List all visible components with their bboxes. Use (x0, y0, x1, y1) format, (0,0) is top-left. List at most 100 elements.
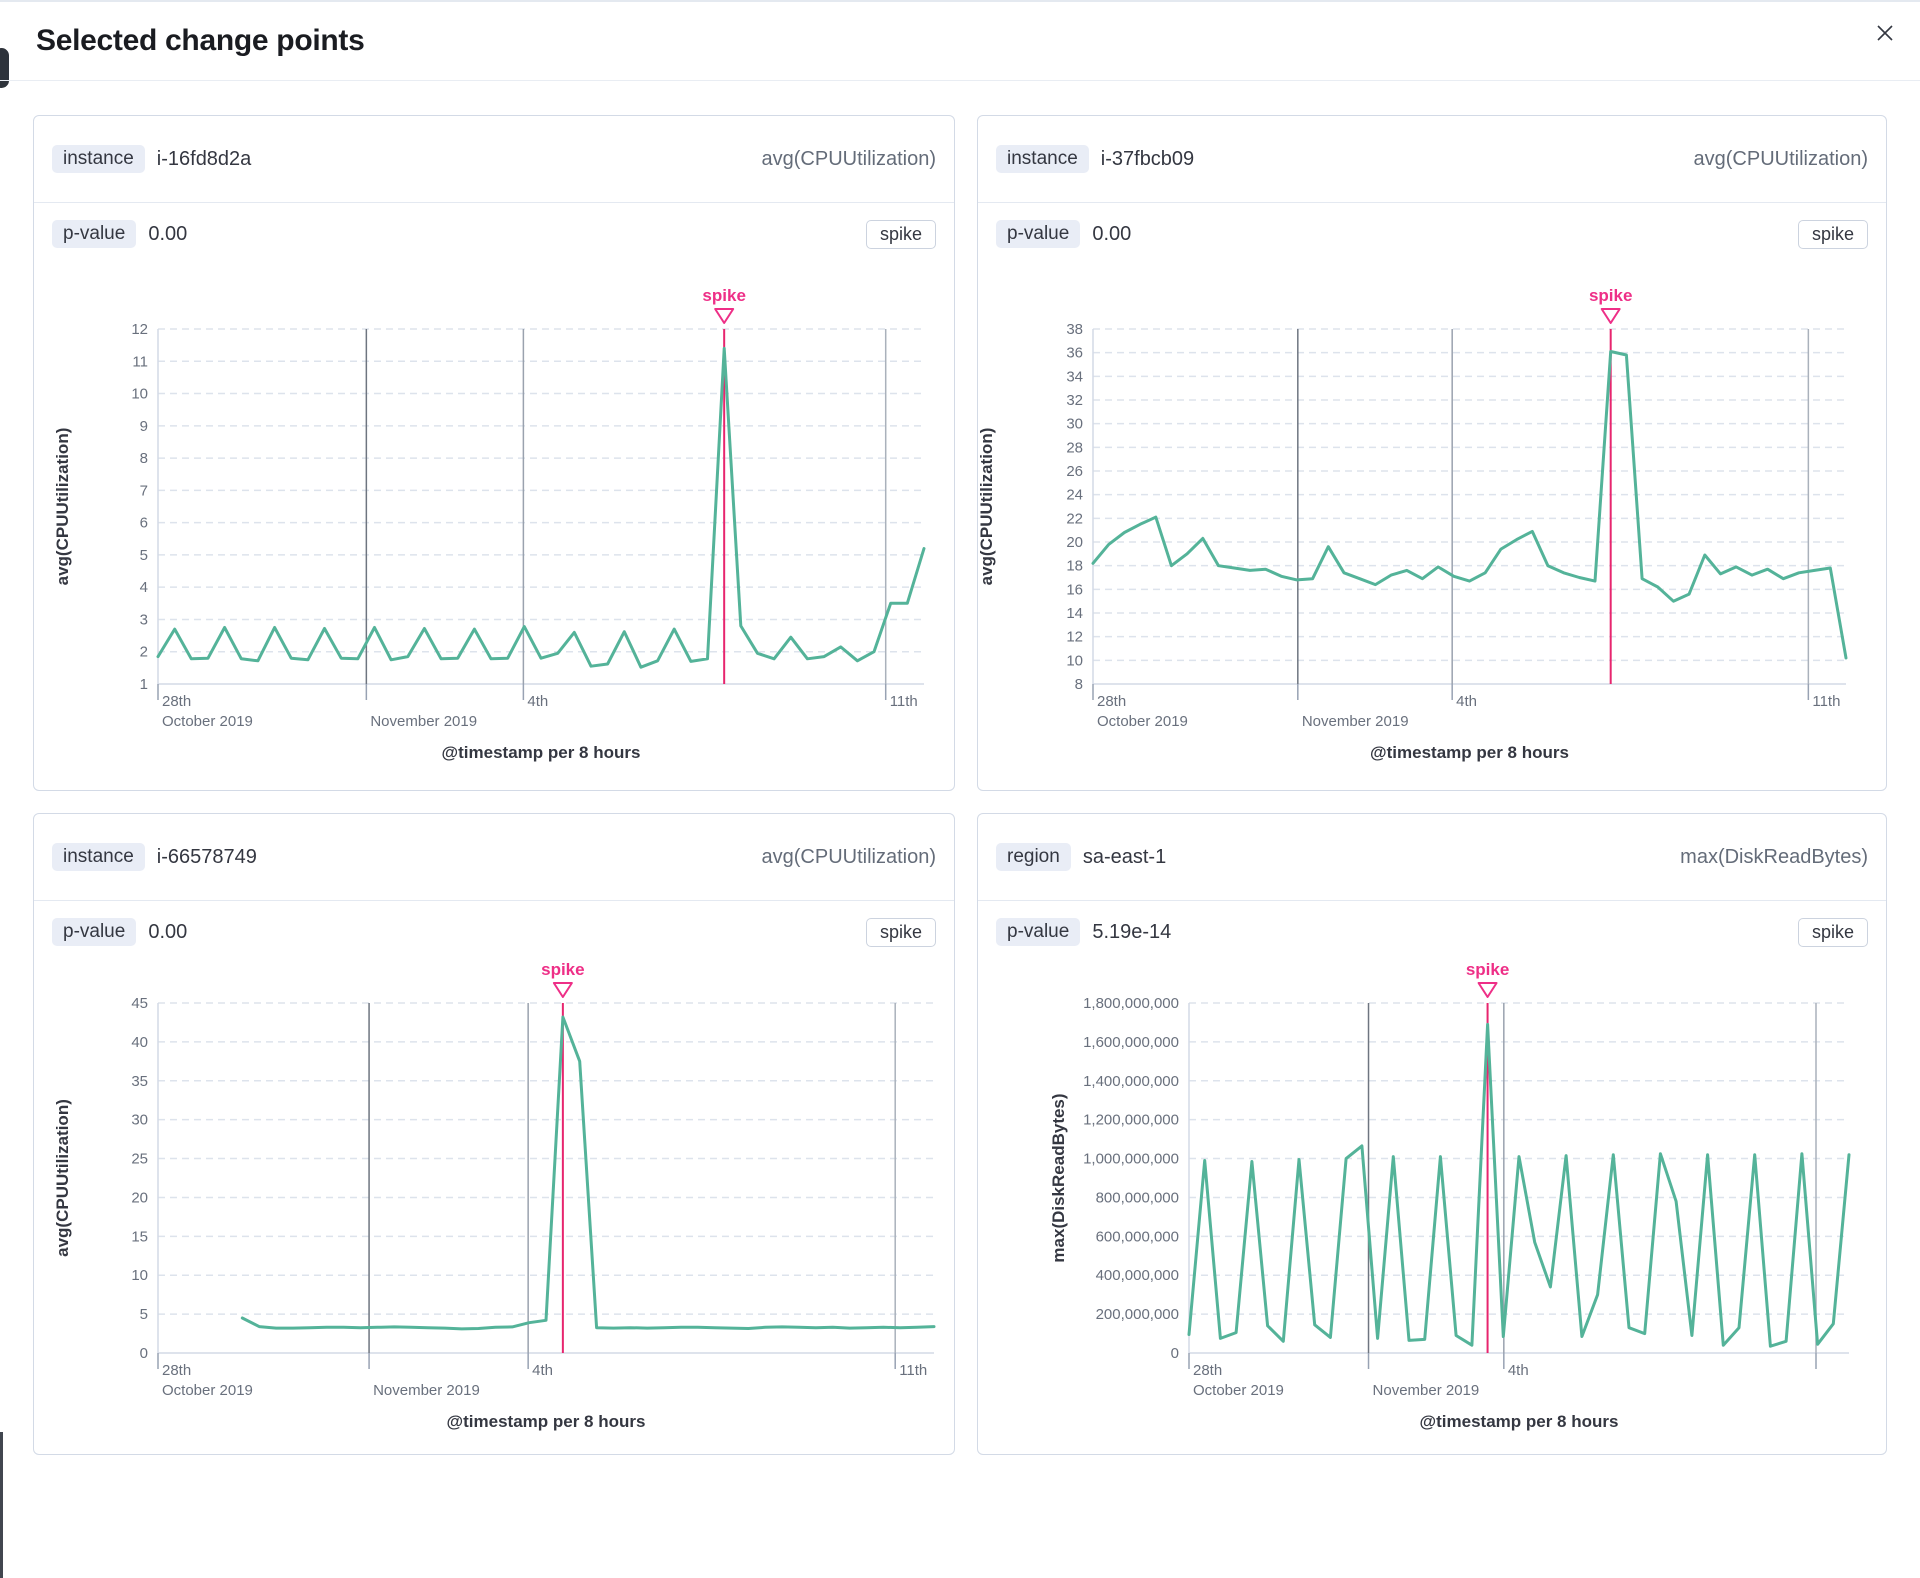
svg-text:24: 24 (1066, 487, 1083, 504)
svg-text:spike: spike (702, 286, 745, 305)
svg-text:avg(CPUUtilization): avg(CPUUtilization) (53, 428, 72, 586)
p-value-badge: p-value (52, 918, 137, 946)
split-field-badge: region (996, 843, 1071, 871)
split-field-badge: instance (996, 145, 1089, 173)
change-type-badge: spike (1797, 917, 1868, 947)
svg-text:1,800,000,000: 1,800,000,000 (1083, 995, 1179, 1012)
svg-text:28th: 28th (1097, 693, 1126, 710)
card-header: instance i-37fbcb09 avg(CPUUtilization) (978, 116, 1886, 203)
svg-text:22: 22 (1066, 510, 1083, 527)
svg-text:1,200,000,000: 1,200,000,000 (1083, 1112, 1179, 1129)
metric-label: max(DiskReadBytes) (1680, 845, 1868, 868)
p-value-value: 5.19e-14 (1092, 920, 1172, 943)
metric-label: avg(CPUUtilization) (761, 845, 937, 868)
svg-text:November 2019: November 2019 (370, 713, 477, 730)
change-points-grid: instance i-16fd8d2a avg(CPUUtilization) … (0, 81, 1920, 1455)
split-field-value: i-66578749 (156, 845, 257, 868)
svg-text:6: 6 (140, 515, 148, 532)
svg-text:10: 10 (131, 1267, 148, 1284)
svg-text:5: 5 (140, 1306, 148, 1323)
split-field-value: i-37fbcb09 (1100, 147, 1195, 170)
split-field: instance i-66578749 (52, 843, 257, 871)
split-field-badge: instance (52, 145, 145, 173)
svg-text:28th: 28th (1193, 1362, 1222, 1379)
svg-text:34: 34 (1066, 368, 1083, 385)
p-value-value: 0.00 (148, 222, 188, 245)
svg-text:8: 8 (1075, 676, 1083, 693)
svg-text:15: 15 (131, 1228, 148, 1245)
svg-text:10: 10 (131, 386, 148, 403)
change-type-badge: spike (865, 219, 936, 249)
close-icon (1875, 23, 1895, 43)
svg-text:36: 36 (1066, 345, 1083, 362)
change-type-badge: spike (865, 917, 936, 947)
svg-text:4th: 4th (532, 1362, 553, 1379)
svg-text:14: 14 (1066, 605, 1083, 622)
flyout-header: Selected change points (0, 0, 1920, 81)
svg-text:400,000,000: 400,000,000 (1096, 1267, 1179, 1284)
svg-text:11th: 11th (890, 693, 918, 710)
svg-text:11th: 11th (1812, 693, 1840, 710)
p-value-badge: p-value (52, 220, 137, 248)
svg-text:November 2019: November 2019 (373, 1382, 480, 1399)
change-type-badge: spike (1797, 219, 1868, 249)
svg-text:11th: 11th (899, 1362, 927, 1379)
change-point-chart[interactable]: 0 5 10 15 20 25 30 35 40 45 28th October 2019 Novemb… (34, 963, 954, 1453)
svg-text:October 2019: October 2019 (162, 713, 253, 730)
p-value: p-value 5.19e-14 (996, 918, 1171, 946)
p-value-badge: p-value (996, 918, 1081, 946)
change-point-chart[interactable]: 8 10 12 14 16 18 20 22 24 26 28 30 32 34 36 38 28th Octob… (978, 265, 1886, 789)
p-value-value: 0.00 (148, 920, 188, 943)
svg-text:30: 30 (131, 1112, 148, 1129)
svg-text:16: 16 (1066, 581, 1083, 598)
svg-text:10: 10 (1066, 652, 1083, 669)
change-point-card: instance i-66578749 avg(CPUUtilization) … (33, 813, 955, 1455)
page-top-edge (0, 0, 1920, 2)
svg-text:200,000,000: 200,000,000 (1096, 1306, 1179, 1323)
svg-text:9: 9 (140, 418, 148, 435)
svg-text:25: 25 (131, 1151, 148, 1168)
split-field: instance i-37fbcb09 (996, 145, 1194, 173)
svg-text:November 2019: November 2019 (1373, 1382, 1480, 1399)
change-point-card: instance i-16fd8d2a avg(CPUUtilization) … (33, 115, 955, 791)
svg-text:1,000,000,000: 1,000,000,000 (1083, 1151, 1179, 1168)
svg-text:max(DiskReadBytes): max(DiskReadBytes) (1049, 1093, 1068, 1262)
svg-text:@timestamp per 8 hours: @timestamp per 8 hours (447, 1412, 646, 1431)
background-page-fragment (0, 1432, 3, 1578)
svg-text:30: 30 (1066, 416, 1083, 433)
card-meta: p-value 0.00 spike (978, 203, 1886, 265)
svg-text:October 2019: October 2019 (1193, 1382, 1284, 1399)
svg-text:800,000,000: 800,000,000 (1096, 1189, 1179, 1206)
svg-text:32: 32 (1066, 392, 1083, 409)
split-field-value: sa-east-1 (1082, 845, 1167, 868)
split-field: region sa-east-1 (996, 843, 1166, 871)
svg-text:1,600,000,000: 1,600,000,000 (1083, 1034, 1179, 1051)
svg-text:avg(CPUUtilization): avg(CPUUtilization) (53, 1099, 72, 1257)
change-point-chart[interactable]: 1 2 3 4 5 6 7 8 9 10 11 12 28th October 2019 November … (34, 265, 954, 789)
svg-text:35: 35 (131, 1073, 148, 1090)
p-value-value: 0.00 (1092, 222, 1132, 245)
svg-text:@timestamp per 8 hours: @timestamp per 8 hours (1420, 1412, 1619, 1431)
svg-text:1: 1 (140, 676, 148, 693)
svg-text:18: 18 (1066, 558, 1083, 575)
change-point-chart[interactable]: 0 200,000,000 400,000,000 600,000,000 800,00… (978, 963, 1886, 1453)
svg-text:28th: 28th (162, 693, 191, 710)
change-point-card: instance i-37fbcb09 avg(CPUUtilization) … (977, 115, 1887, 791)
split-field: instance i-16fd8d2a (52, 145, 251, 173)
split-field-badge: instance (52, 843, 145, 871)
card-meta: p-value 5.19e-14 spike (978, 901, 1886, 963)
card-header: region sa-east-1 max(DiskReadBytes) (978, 814, 1886, 901)
p-value: p-value 0.00 (996, 220, 1131, 248)
p-value: p-value 0.00 (52, 220, 187, 248)
svg-text:28: 28 (1066, 439, 1083, 456)
svg-text:45: 45 (131, 995, 148, 1012)
close-button[interactable] (1870, 18, 1900, 48)
svg-text:12: 12 (131, 321, 148, 338)
svg-text:@timestamp per 8 hours: @timestamp per 8 hours (442, 743, 641, 762)
change-point-card: region sa-east-1 max(DiskReadBytes) p-va… (977, 813, 1887, 1455)
svg-text:4th: 4th (527, 693, 548, 710)
page-title: Selected change points (36, 24, 365, 57)
svg-text:4: 4 (140, 579, 148, 596)
svg-text:7: 7 (140, 482, 148, 499)
svg-text:40: 40 (131, 1034, 148, 1051)
